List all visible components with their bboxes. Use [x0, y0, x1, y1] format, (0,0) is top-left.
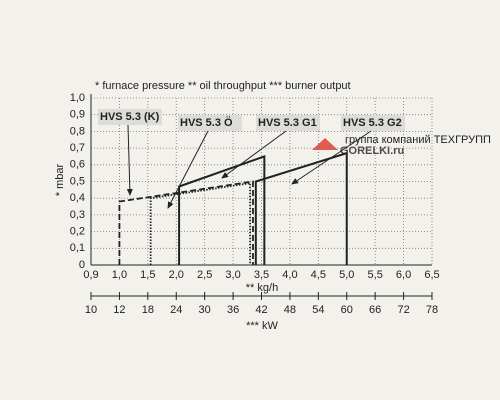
y-tick-label: 0,6 — [70, 159, 85, 171]
x2-tick-label: 54 — [312, 304, 324, 316]
y-tick-label: 0,2 — [70, 226, 85, 238]
callout-arrow — [126, 124, 133, 196]
callout-box — [341, 115, 405, 131]
x2-tick-label: 48 — [284, 304, 296, 316]
series-label: HVS 5.3 G2 — [343, 117, 402, 129]
x-axis-label: ** kg/h — [246, 282, 278, 294]
y-tick-label: 0 — [79, 259, 85, 271]
watermark-sub: группа компаний ТЕХГРУПП — [345, 134, 491, 146]
x-tick-label: 6,0 — [396, 269, 411, 281]
chart-title: * furnace pressure ** oil throughput ***… — [95, 80, 351, 92]
y-tick-label: 0,3 — [70, 209, 85, 221]
y-tick-label: 0,9 — [70, 109, 85, 121]
watermark: GORELKI.ru — [340, 145, 404, 157]
series-line — [149, 182, 252, 265]
x-tick-label: 4,5 — [311, 269, 326, 281]
y-tick-label: 0,4 — [70, 192, 85, 204]
x-tick-label: 0,9 — [83, 269, 98, 281]
series-line — [118, 180, 254, 265]
callout-box — [178, 115, 242, 131]
series-line — [254, 151, 348, 265]
x-tick-label: 5,0 — [339, 269, 354, 281]
y-tick-label: 0,7 — [70, 142, 85, 154]
series-label: HVS 5.3 Ö — [180, 116, 233, 129]
x-tick-label: 4,0 — [282, 269, 297, 281]
x-tick-label: 2,5 — [197, 269, 212, 281]
y-tick-label: 0,5 — [70, 175, 85, 187]
callout-arrow — [167, 130, 209, 209]
x-tick-label: 3,0 — [225, 269, 240, 281]
y-tick-label: 0,8 — [70, 125, 85, 137]
x2-axis-label: *** kW — [246, 320, 278, 332]
x-tick-label: 1,5 — [140, 269, 155, 281]
series-label: HVS 5.3 G1 — [258, 117, 317, 129]
series-label: HVS 5.3 (K) — [100, 111, 160, 123]
x2-tick-label: 18 — [142, 304, 154, 316]
x2-tick-label: 24 — [170, 304, 182, 316]
y-tick-label: 0,1 — [70, 242, 85, 254]
x-tick-label: 6,5 — [424, 269, 439, 281]
callout-arrow — [221, 130, 287, 179]
y-axis-label: * mbar — [54, 163, 66, 196]
y-tick-label: 1,0 — [70, 92, 85, 104]
x2-tick-label: 30 — [199, 304, 211, 316]
x-tick-label: 3,5 — [254, 269, 269, 281]
x2-tick-label: 72 — [397, 304, 409, 316]
callout-box — [98, 109, 162, 125]
x2-tick-label: 10 — [85, 304, 97, 316]
x-tick-label: 1,0 — [112, 269, 127, 281]
callout-box — [256, 115, 320, 131]
x-tick-label: 5,5 — [368, 269, 383, 281]
callout-arrow — [291, 130, 372, 185]
x2-tick-label: 78 — [426, 304, 438, 316]
x-tick-label: 2,0 — [169, 269, 184, 281]
x2-tick-label: 66 — [369, 304, 381, 316]
x2-tick-label: 42 — [255, 304, 267, 316]
x2-tick-label: 36 — [227, 304, 239, 316]
x2-tick-label: 12 — [113, 304, 125, 316]
x2-tick-label: 60 — [341, 304, 353, 316]
series-line — [178, 155, 266, 265]
